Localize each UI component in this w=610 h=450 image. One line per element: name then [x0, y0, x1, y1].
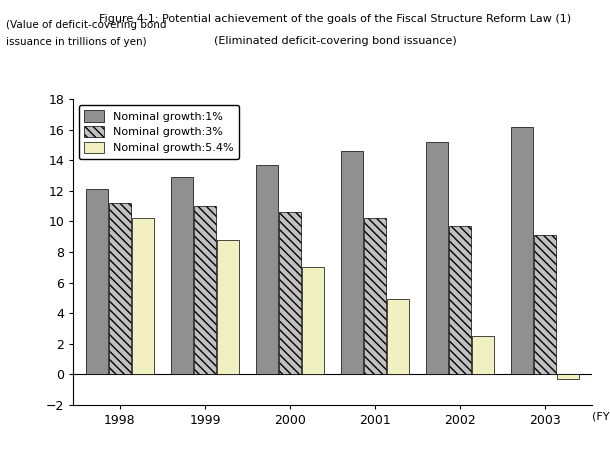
Bar	[86, 189, 108, 374]
Bar	[279, 212, 301, 374]
Bar	[256, 165, 278, 374]
Bar	[217, 240, 239, 374]
Text: Figure 4-1: Potential achievement of the goals of the Fiscal Structure Reform La: Figure 4-1: Potential achievement of the…	[99, 14, 572, 23]
Text: issuance in trillions of yen): issuance in trillions of yen)	[6, 37, 147, 47]
Bar	[341, 151, 363, 374]
Bar	[511, 126, 533, 374]
Bar	[426, 142, 448, 374]
Bar	[109, 203, 131, 374]
Text: (Value of deficit-covering bond: (Value of deficit-covering bond	[6, 20, 167, 30]
Bar	[364, 218, 386, 374]
Bar	[472, 336, 494, 374]
Text: (FY): (FY)	[592, 412, 610, 422]
Bar	[557, 374, 579, 379]
Bar	[387, 299, 409, 374]
Bar	[534, 235, 556, 374]
Bar	[132, 218, 154, 374]
Bar	[171, 177, 193, 374]
Text: (Eliminated deficit-covering bond issuance): (Eliminated deficit-covering bond issuan…	[214, 36, 457, 46]
Bar	[302, 267, 324, 374]
Legend: Nominal growth:1%, Nominal growth:3%, Nominal growth:5.4%: Nominal growth:1%, Nominal growth:3%, No…	[79, 104, 239, 159]
Bar	[449, 226, 471, 374]
Bar	[194, 206, 216, 374]
